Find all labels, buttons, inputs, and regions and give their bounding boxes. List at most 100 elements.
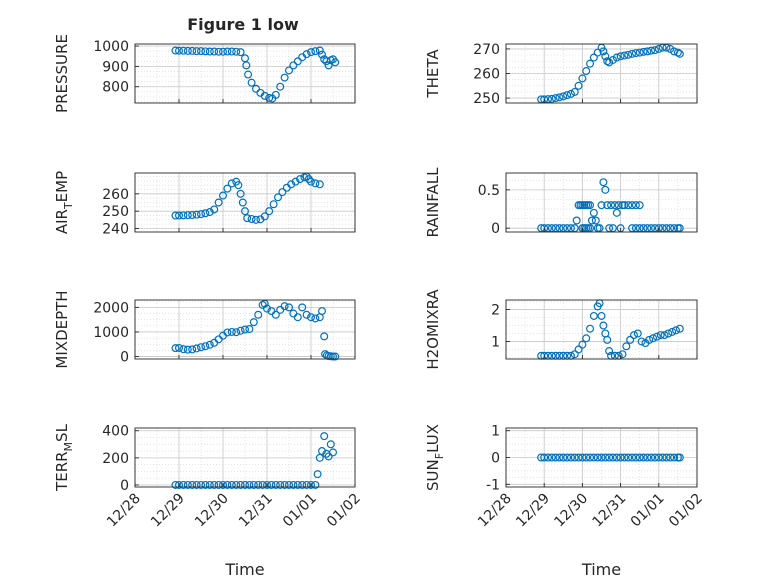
data-point bbox=[547, 453, 556, 462]
y-tick-label: 0 bbox=[491, 451, 500, 467]
data-point bbox=[254, 480, 263, 489]
data-point bbox=[179, 46, 188, 55]
data-point bbox=[171, 344, 180, 353]
data-point bbox=[599, 47, 608, 56]
data-point bbox=[666, 453, 675, 462]
data-point bbox=[318, 50, 327, 59]
data-point bbox=[271, 480, 280, 489]
data-point bbox=[612, 208, 621, 217]
axes-background bbox=[506, 173, 697, 232]
subplot-theta: 250 260 270 THETA bbox=[424, 42, 698, 107]
data-point bbox=[618, 350, 627, 359]
data-point bbox=[320, 332, 329, 341]
subplot-sun-flux: -1 0 1 SUNFLUX 12/2812/2912/3012/3101/0101/0… bbox=[424, 424, 706, 579]
data-point bbox=[629, 331, 638, 340]
data-point bbox=[607, 201, 616, 210]
data-point bbox=[293, 313, 302, 322]
data-point bbox=[624, 453, 633, 462]
data-point bbox=[210, 205, 219, 214]
data-point bbox=[582, 334, 591, 343]
data-point bbox=[183, 46, 192, 55]
x-tick-label: 01/01 bbox=[280, 491, 320, 531]
data-point bbox=[214, 47, 223, 56]
data-point bbox=[285, 480, 294, 489]
data-point bbox=[219, 480, 228, 489]
y-axis-label: RAINFALL bbox=[424, 167, 442, 238]
data-point bbox=[289, 480, 298, 489]
data-point bbox=[296, 175, 305, 184]
data-point bbox=[616, 453, 625, 462]
data-point bbox=[183, 480, 192, 489]
subplot-h2omixra: 1 2 H2OMIXRA bbox=[424, 289, 698, 370]
data-point bbox=[599, 178, 608, 187]
y-tick-label: 250 bbox=[473, 91, 500, 107]
data-point bbox=[179, 480, 188, 489]
data-point bbox=[304, 175, 313, 184]
data-point bbox=[643, 47, 652, 56]
data-point bbox=[559, 453, 568, 462]
data-point bbox=[236, 326, 245, 335]
data-point bbox=[647, 453, 656, 462]
y-tick-label: 1 bbox=[491, 424, 500, 440]
data-point bbox=[626, 335, 635, 344]
data-point bbox=[603, 335, 612, 344]
data-point bbox=[589, 208, 598, 217]
data-point bbox=[201, 342, 210, 351]
data-point bbox=[205, 47, 214, 56]
data-point bbox=[287, 180, 296, 189]
data-point bbox=[311, 314, 320, 323]
data-point bbox=[586, 201, 595, 210]
data-point bbox=[578, 340, 587, 349]
data-point bbox=[610, 201, 619, 210]
data-point bbox=[605, 347, 614, 356]
y-axis-label: AIRTEMP bbox=[53, 171, 75, 234]
axes-box bbox=[505, 172, 698, 233]
data-point bbox=[622, 342, 631, 351]
data-point bbox=[192, 344, 201, 353]
data-point bbox=[227, 327, 236, 336]
y-axis-label: TERRMSL bbox=[53, 423, 75, 492]
data-point bbox=[285, 66, 294, 75]
y-tick-label: 200 bbox=[102, 451, 129, 467]
data-point bbox=[331, 352, 340, 361]
y-tick-label: 250 bbox=[102, 204, 129, 220]
data-point bbox=[223, 328, 232, 337]
data-point bbox=[620, 453, 629, 462]
data-point bbox=[612, 453, 621, 462]
data-point bbox=[175, 343, 184, 352]
x-axis-label: Time bbox=[224, 560, 264, 579]
data-point bbox=[247, 78, 256, 87]
data-point bbox=[656, 331, 665, 340]
y-tick-label: 0.5 bbox=[478, 183, 500, 199]
axes-box bbox=[134, 172, 356, 233]
y-axis-label: SUNFLUX bbox=[424, 424, 446, 491]
data-point bbox=[260, 91, 269, 100]
data-point bbox=[597, 201, 606, 210]
x-tick-label: 12/29 bbox=[513, 491, 553, 531]
axes-box bbox=[134, 299, 356, 360]
data-point bbox=[645, 335, 654, 344]
data-point bbox=[555, 453, 564, 462]
data-point bbox=[241, 207, 250, 216]
data-point bbox=[311, 480, 320, 489]
data-point bbox=[263, 480, 272, 489]
data-point bbox=[654, 44, 663, 53]
data-point bbox=[302, 50, 311, 59]
data-point bbox=[236, 480, 245, 489]
y-tick-label: 1000 bbox=[93, 39, 129, 55]
data-point bbox=[315, 46, 324, 55]
data-point bbox=[188, 210, 197, 219]
data-point bbox=[247, 214, 256, 223]
data-point bbox=[574, 453, 583, 462]
data-point bbox=[210, 47, 219, 56]
y-tick-label: 1000 bbox=[93, 325, 129, 341]
data-point bbox=[197, 47, 206, 56]
data-point bbox=[236, 189, 245, 198]
x-axis-label: Time bbox=[581, 560, 621, 579]
data-point bbox=[633, 329, 642, 338]
data-point bbox=[654, 453, 663, 462]
data-point bbox=[620, 51, 629, 60]
data-point bbox=[563, 91, 572, 100]
